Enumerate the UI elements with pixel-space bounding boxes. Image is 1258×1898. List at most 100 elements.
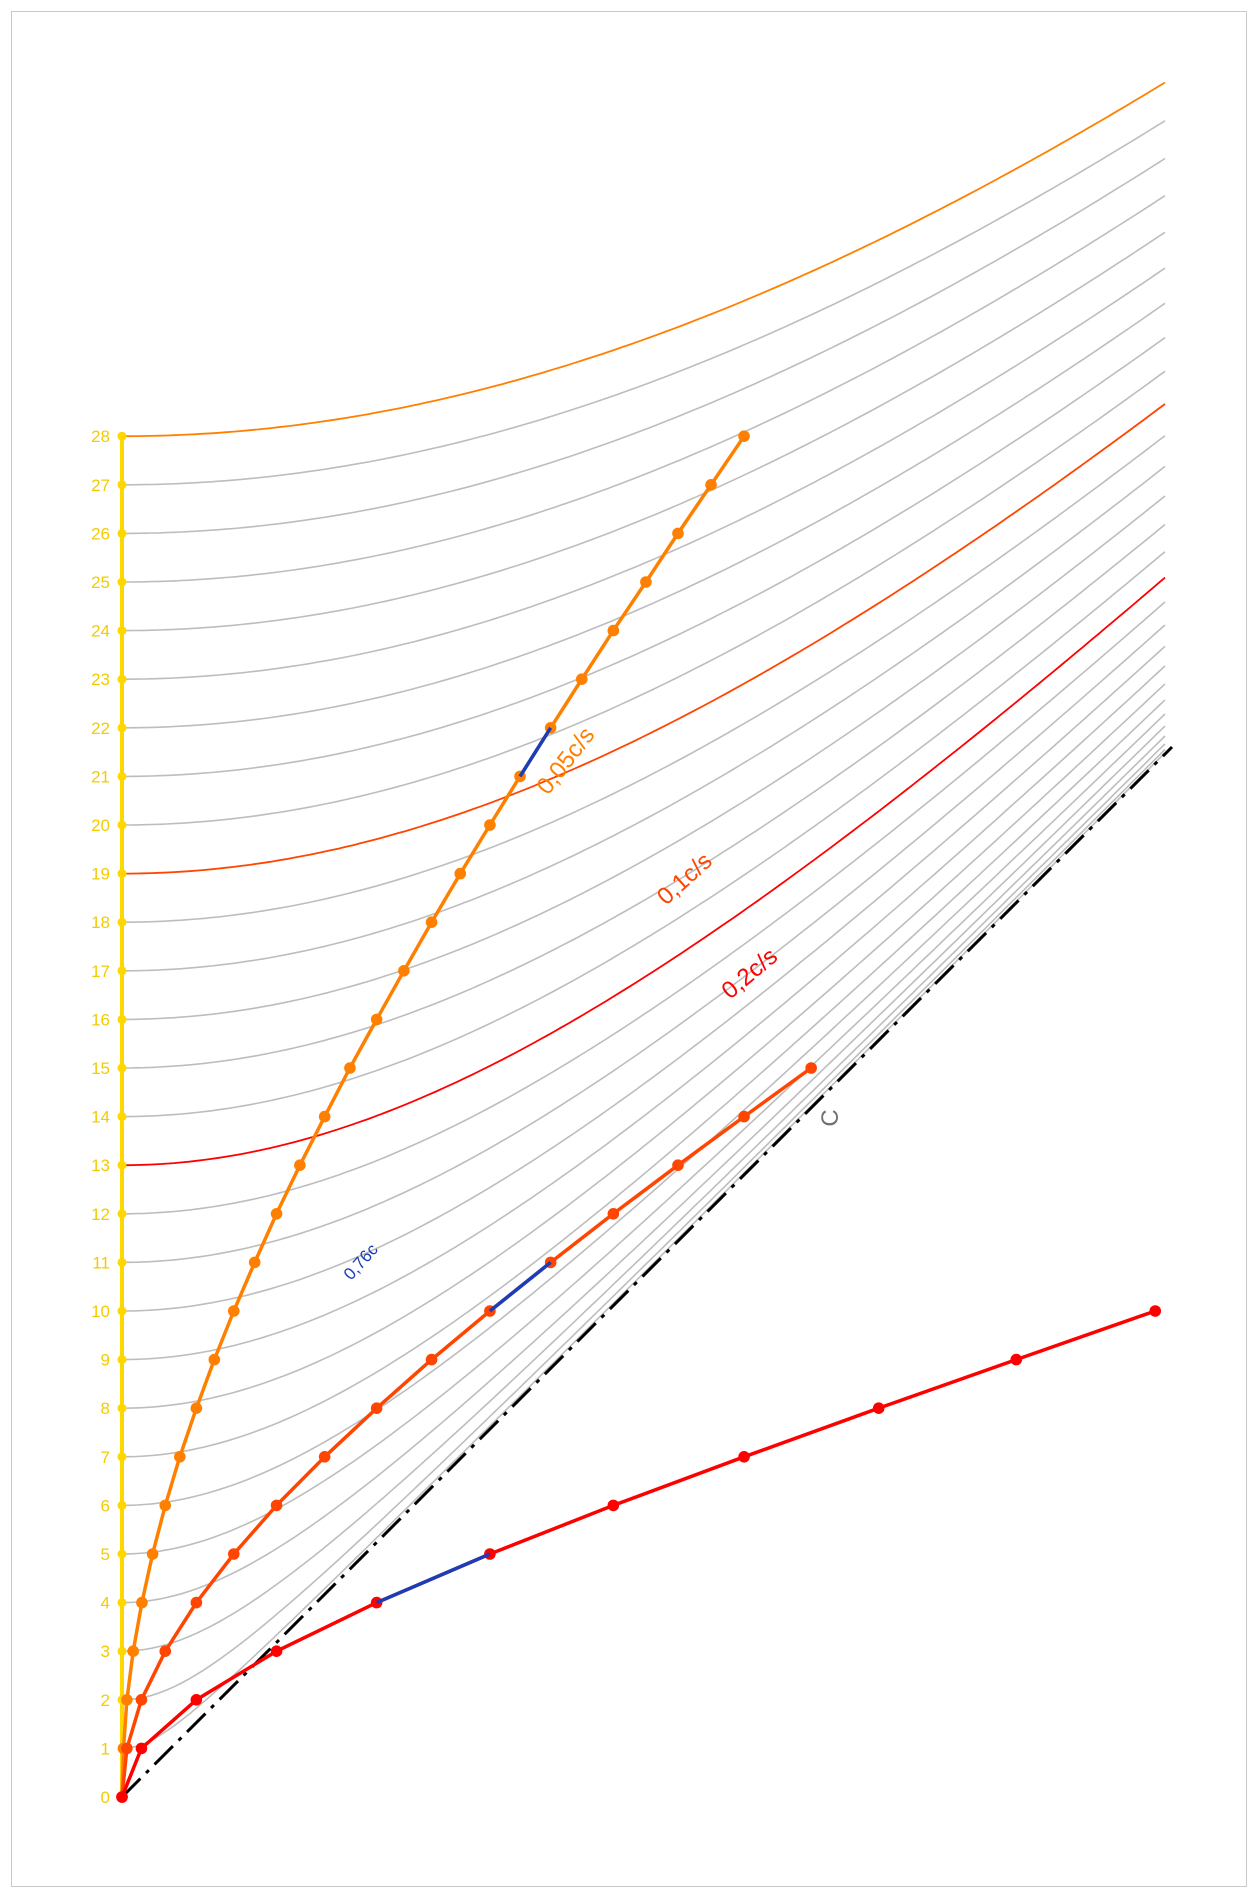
- axis-tick-dot: [117, 1500, 127, 1510]
- grid-hyperbola: [122, 231, 1166, 632]
- axis-tick-dot: [117, 723, 127, 733]
- accel_low-trajectory: [120, 435, 746, 1798]
- accel_mid-point: [159, 1645, 172, 1657]
- axis-tick-label: 22: [91, 719, 110, 738]
- axis-tick-dot: [117, 1306, 127, 1316]
- accel-high-label: 0,2c/s: [717, 943, 783, 1005]
- accel_low-point: [640, 576, 652, 588]
- grid-hyperbola: [122, 157, 1166, 535]
- axis-tick-label: 2: [101, 1691, 110, 1710]
- axis-tick-label: 1: [101, 1739, 110, 1758]
- grid-hyperbola: [122, 337, 1166, 778]
- accel_mid-velocity-segment: [488, 1261, 552, 1313]
- accel_low-point: [454, 867, 467, 880]
- grid-hyperbola: [121, 645, 1166, 1312]
- accel_low-point: [248, 1256, 261, 1269]
- axis-tick-dot: [117, 1598, 127, 1608]
- diagram-frame: [11, 11, 1247, 1887]
- accel_high-point: [1010, 1353, 1023, 1366]
- grid-hyperbola: [121, 683, 1166, 1409]
- accel_high-point: [607, 1499, 620, 1512]
- accel_low-point: [127, 1645, 139, 1657]
- hyperbola-13: [122, 576, 1166, 1167]
- accel_low-point: [121, 1694, 133, 1706]
- axis-tick-dot: [117, 674, 127, 684]
- accel_high-point: [135, 1742, 148, 1755]
- grid-hyperbola: [122, 370, 1166, 826]
- axis-tick-label: 17: [91, 962, 110, 981]
- accel_high-point: [190, 1694, 203, 1706]
- accel_mid-point: [805, 1062, 817, 1074]
- axis-tick-label: 9: [101, 1351, 110, 1370]
- grid-hyperbola: [122, 551, 1166, 1118]
- velocity-segments: [375, 726, 553, 1605]
- axis-tick-label: 10: [91, 1302, 110, 1321]
- accel_mid-point: [270, 1499, 283, 1512]
- grid-hyperbola: [122, 601, 1166, 1215]
- grid-curves: [121, 120, 1166, 1750]
- accel_mid-point: [425, 1353, 438, 1366]
- light-speed-label: C: [817, 1109, 844, 1126]
- axis-tick-dot: [117, 1112, 127, 1122]
- accel_low-point: [146, 1548, 159, 1560]
- accel_high-point: [872, 1402, 885, 1414]
- grid-hyperbola: [122, 435, 1166, 923]
- accel_low-point: [370, 1013, 383, 1026]
- accel_mid-point: [370, 1402, 383, 1414]
- axis-tick-label: 12: [91, 1205, 110, 1224]
- grid-hyperbola: [121, 624, 1166, 1264]
- grid-hyperbola: [122, 495, 1166, 1021]
- accel_low-point: [318, 1110, 331, 1123]
- axis-tick-label: 6: [101, 1496, 110, 1515]
- accel_low-point: [344, 1062, 356, 1074]
- accel_mid-point: [121, 1742, 133, 1755]
- grid-hyperbola: [122, 465, 1166, 972]
- accel_low-point: [398, 965, 410, 977]
- axis-tick-label: 21: [91, 767, 110, 786]
- accel_high-velocity-segment: [375, 1552, 491, 1605]
- accel_high-point: [1149, 1305, 1162, 1317]
- axis-tick-label: 28: [91, 427, 110, 446]
- axis-tick-label: 24: [91, 622, 110, 641]
- axis-tick-label: 13: [91, 1156, 110, 1175]
- axis-tick-dot: [117, 577, 127, 587]
- accel_low-point: [190, 1402, 203, 1414]
- grid-hyperbola: [121, 713, 1166, 1507]
- axis-tick-dot: [117, 431, 127, 441]
- grid-hyperbola: [122, 195, 1166, 583]
- axis-tick-dot: [117, 1355, 127, 1365]
- accel_mid-point: [135, 1694, 148, 1706]
- axis-tick-dot: [117, 917, 127, 927]
- axis-tick-label: 8: [101, 1399, 110, 1418]
- accel_high-trajectory: [120, 1309, 1156, 1798]
- grid-hyperbola: [122, 267, 1166, 680]
- axis-tick-label: 15: [91, 1059, 110, 1078]
- axis-tick-label: 18: [91, 913, 110, 932]
- grid-hyperbola: [121, 665, 1166, 1361]
- accel_low-point: [208, 1353, 221, 1366]
- axis-tick-dot: [117, 1452, 127, 1462]
- accel_mid-point: [190, 1596, 203, 1609]
- axis-tick-label: 3: [101, 1642, 110, 1661]
- accel_low-point: [174, 1451, 186, 1463]
- axis-tick-label: 11: [92, 1253, 110, 1272]
- axis-tick-label: 16: [91, 1010, 110, 1029]
- accel_low-point: [294, 1159, 306, 1171]
- axis-tick-label: 20: [91, 816, 110, 835]
- accel_low-point: [575, 673, 588, 685]
- axis-tick-dot: [117, 966, 127, 976]
- axis-tick-dot: [117, 771, 127, 781]
- axis-tick-label: 27: [91, 476, 110, 495]
- accel_low-point: [705, 479, 717, 491]
- axis-tick-dot: [117, 1257, 127, 1267]
- light-line-path: [120, 745, 1174, 1799]
- axis-tick-dot: [117, 1646, 127, 1656]
- accel_low-point: [159, 1499, 172, 1512]
- grid-hyperbola: [121, 725, 1166, 1555]
- accel_mid-trajectory: [120, 1066, 813, 1798]
- light-line: [120, 745, 1174, 1799]
- axis-tick-label: 0: [101, 1788, 110, 1807]
- accel_low-point: [607, 624, 620, 637]
- axis-tick-label: 19: [91, 865, 110, 884]
